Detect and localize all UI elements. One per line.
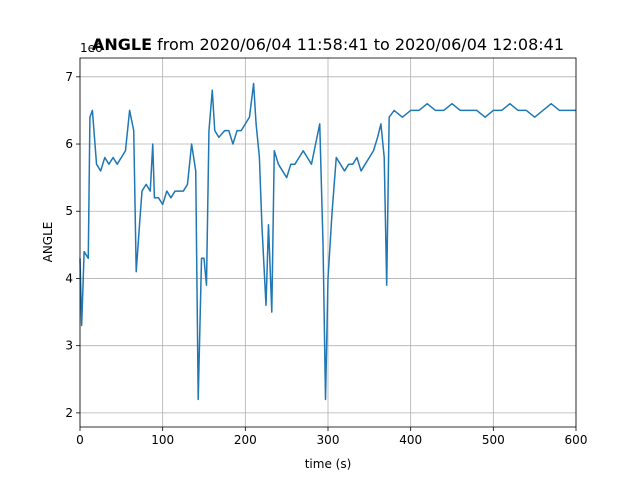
- title-bold: ANGLE: [92, 35, 152, 54]
- offset-text: 1e6: [80, 41, 103, 55]
- y-axis-label: ANGLE: [41, 222, 55, 263]
- y-tick-label: 6: [65, 137, 73, 151]
- x-tick-label: 0: [76, 433, 84, 447]
- x-tick-label: 200: [234, 433, 257, 447]
- x-axis-label: time (s): [305, 457, 352, 471]
- y-tick-label: 2: [65, 406, 73, 420]
- x-tick-label: 500: [482, 433, 505, 447]
- chart-title: ANGLE from 2020/06/04 11:58:41 to 2020/0…: [92, 35, 564, 54]
- title-rest: from 2020/06/04 11:58:41 to 2020/06/04 1…: [152, 35, 564, 54]
- data-line: [79, 82, 576, 401]
- x-tick-label: 100: [151, 433, 174, 447]
- y-tick-label: 4: [65, 271, 73, 285]
- y-tick-label: 3: [65, 339, 73, 353]
- y-tick-label: 7: [65, 70, 73, 84]
- y-tick-label: 5: [65, 204, 73, 218]
- x-tick-label: 600: [565, 433, 588, 447]
- x-tick-label: 400: [399, 433, 422, 447]
- x-tick-label: 300: [317, 433, 340, 447]
- axes-frame: [79, 57, 577, 428]
